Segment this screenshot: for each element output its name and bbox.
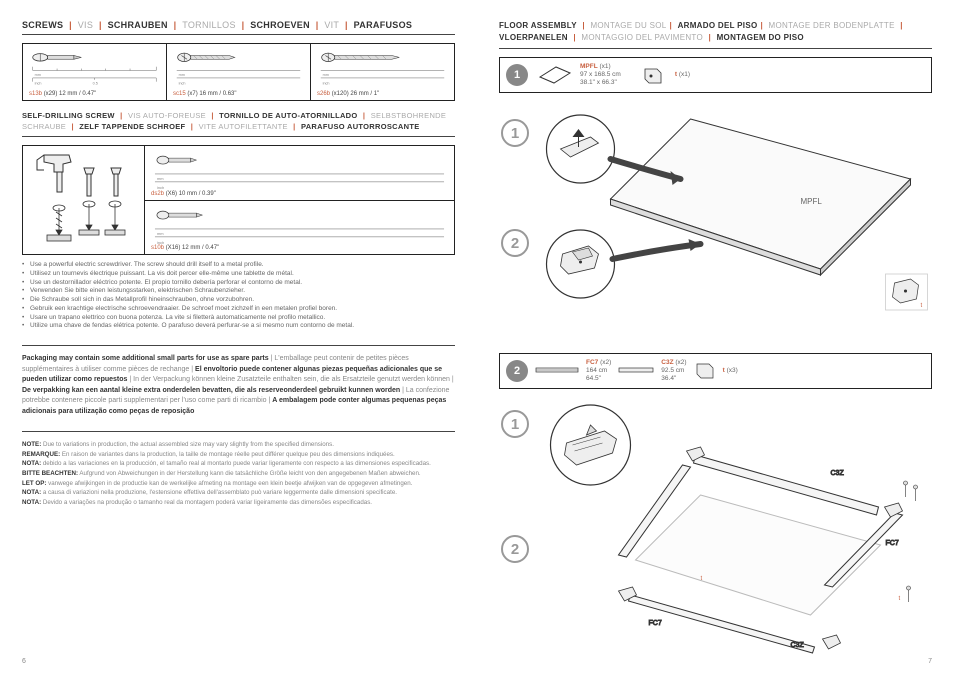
assembly-2: 1 2 C3Z FC7 C3Z <box>499 395 932 655</box>
parts-bar-1: 1 MPFL (x1) 97 x 168.5 cm 38.1" x 66.3" … <box>499 57 932 93</box>
substep-2: 2 <box>501 229 529 257</box>
step-circle: 1 <box>506 64 528 86</box>
panel-label: MPFL <box>801 197 823 206</box>
bracket-icon <box>693 360 717 382</box>
svg-text:inch: inch <box>323 81 330 85</box>
code: s26b <box>317 91 330 97</box>
screw-cell-1: mm inch 0.5 s13b (x29) 12 mm / 0.47" <box>23 44 167 100</box>
svg-text:mm: mm <box>179 73 185 77</box>
svg-text:t: t <box>899 596 901 602</box>
bullets: •Use a powerful electric screwdriver. Th… <box>22 261 455 331</box>
part-label-mpfl: MPFL (x1) 97 x 168.5 cm 38.1" x 66.3" <box>580 63 621 86</box>
part-label-t: t (x1) <box>675 71 690 79</box>
page-number: 7 <box>928 658 932 665</box>
size: 26 mm / 1" <box>350 91 379 97</box>
sd-label-2: s10b (X16) 12 mm / 0.47" <box>151 245 219 251</box>
svg-text:inch: inch <box>157 185 164 190</box>
svg-text:inch: inch <box>35 81 42 85</box>
svg-text:FC7: FC7 <box>649 620 662 627</box>
qty: (x120) <box>332 91 349 97</box>
svg-text:mm: mm <box>157 230 164 235</box>
svg-text:FC7: FC7 <box>886 540 899 547</box>
step-circle: 2 <box>506 360 528 382</box>
rule <box>22 34 455 35</box>
bracket-icon <box>639 63 667 87</box>
qty: (x7) <box>187 91 197 97</box>
svg-text:mm: mm <box>323 73 329 77</box>
qty: (X6) <box>166 191 177 197</box>
parts-bar-2: 2 FC7 (x2) 164 cm 64.5" C3Z (x2) 92.5 cm… <box>499 353 932 389</box>
code: ds2b <box>151 191 164 197</box>
drill-figure <box>23 146 145 254</box>
sd-cell-1: mm inch ds2b (X6) 10 mm / 0.39" <box>145 146 454 201</box>
code: sc15 <box>173 91 186 97</box>
heading-selfdrill: SELF-DRILLING SCREW | VIS AUTO-FOREUSE |… <box>22 111 455 132</box>
notes: NOTE: Due to variations in production, t… <box>22 440 455 507</box>
svg-text:0.5: 0.5 <box>93 81 98 85</box>
code: s13b <box>29 91 42 97</box>
svg-text:mm: mm <box>157 176 164 181</box>
sd-label-1: ds2b (X6) 10 mm / 0.39" <box>151 191 216 197</box>
rule <box>22 136 455 137</box>
part-label-t2: t (x3) <box>723 367 738 375</box>
svg-text:inch: inch <box>157 239 164 244</box>
screw-figure-2: mm inch <box>173 48 304 85</box>
screw-label-3: s26b (x120) 26 mm / 1" <box>317 91 379 97</box>
screw-label-2: sc15 (x7) 16 mm / 0.63" <box>173 91 237 97</box>
panel-icon <box>536 63 572 87</box>
screw-row-top: mm inch 0.5 s13b (x29) 12 mm / 0.47" <box>22 43 455 101</box>
sd-right: mm inch ds2b (X6) 10 mm / 0.39" mm <box>145 146 454 254</box>
screw-figure-3: mm inch <box>317 48 448 85</box>
screw-figure-1: mm inch 0.5 <box>29 48 160 85</box>
size: 12 mm / 0.47" <box>182 245 219 251</box>
svg-text:mm: mm <box>35 73 41 77</box>
page-left: SCREWS | VIS | SCHRAUBEN | TORNILLOS | S… <box>0 0 477 675</box>
page-number: 6 <box>22 658 26 665</box>
code: s10b <box>151 245 164 251</box>
svg-text:C3Z: C3Z <box>831 470 845 477</box>
substep-2b: 2 <box>501 535 529 563</box>
svg-text:t: t <box>921 303 923 309</box>
heading-screws: SCREWS | VIS | SCHRAUBEN | TORNILLOS | S… <box>22 20 455 30</box>
rule <box>22 345 455 346</box>
substep-1: 1 <box>501 119 529 147</box>
heading-floor: FLOOR ASSEMBLY | MONTAGE DU SOL| ARMADO … <box>499 20 932 44</box>
svg-text:inch: inch <box>179 81 186 85</box>
screw-cell-3: mm inch s26b (x120) 26 mm / 1" <box>311 44 454 100</box>
qty: (X16) <box>166 245 181 251</box>
sd-cell-2: mm inch s10b (X16) 12 mm / 0.47" <box>145 201 454 255</box>
size: 12 mm / 0.47" <box>59 91 96 97</box>
rail-icon-2 <box>617 361 655 381</box>
svg-text:C3Z: C3Z <box>791 642 805 649</box>
packaging-text: Packaging may contain some additional sm… <box>22 354 455 417</box>
screw-cell-2: mm inch sc15 (x7) 16 mm / 0.63" <box>167 44 311 100</box>
rule <box>22 431 455 432</box>
qty: (x29) <box>44 91 58 97</box>
rail-icon <box>534 361 580 381</box>
substep-1b: 1 <box>501 410 529 438</box>
rule <box>499 48 932 49</box>
self-drill-box: mm inch ds2b (X6) 10 mm / 0.39" mm <box>22 145 455 255</box>
page-right: FLOOR ASSEMBLY | MONTAGE DU SOL| ARMADO … <box>477 0 954 675</box>
size: 10 mm / 0.39" <box>179 191 216 197</box>
assembly-1: 1 2 MPFL <box>499 99 932 349</box>
part-label-fc7: FC7 (x2) 164 cm 64.5" <box>586 359 611 382</box>
screw-label-1: s13b (x29) 12 mm / 0.47" <box>29 91 96 97</box>
part-label-c3z: C3Z (x2) 92.5 cm 36.4" <box>661 359 686 382</box>
size: 16 mm / 0.63" <box>199 91 236 97</box>
